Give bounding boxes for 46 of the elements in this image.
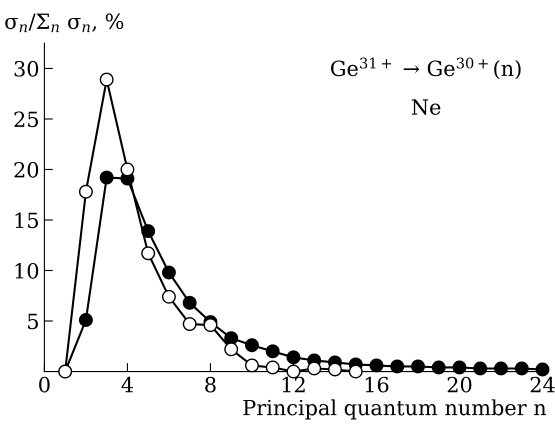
- point: [307, 362, 322, 376]
- point: [100, 170, 114, 185]
- point: [348, 364, 363, 378]
- point: [141, 246, 156, 260]
- point: [536, 362, 550, 376]
- y-tick-label: 5: [28, 314, 38, 330]
- x-axis-title: Principal quantum number n: [243, 399, 546, 420]
- point: [245, 358, 259, 372]
- point: [432, 360, 446, 374]
- point: [182, 317, 197, 331]
- point: [162, 266, 176, 280]
- point: [328, 362, 342, 376]
- x-tick-label: 24: [530, 376, 555, 392]
- point: [473, 362, 488, 376]
- point: [182, 296, 197, 310]
- annotation: Ge$^{31+}$ → Ge$^{30+}$(n): [331, 58, 521, 80]
- point: [203, 318, 218, 332]
- point: [370, 358, 384, 372]
- y-tick-label: 30: [14, 60, 38, 77]
- point: [100, 72, 114, 87]
- point: [286, 350, 300, 364]
- x-tick-label: 12: [282, 376, 305, 392]
- point: [224, 342, 238, 356]
- y-axis-title: σ$_{n}$/Σ$_{n}$ σ$_{n}$, %: [5, 13, 124, 32]
- annotation: Ne: [412, 99, 440, 115]
- point: [514, 362, 529, 376]
- point: [494, 362, 508, 376]
- point: [266, 360, 280, 374]
- x-tick-label: 0: [39, 376, 50, 393]
- y-tick-label: 20: [14, 162, 38, 178]
- y-tick-label: 15: [16, 212, 38, 228]
- point: [245, 338, 259, 352]
- point: [266, 344, 280, 358]
- y-tick-label: 25: [14, 111, 38, 128]
- point: [411, 360, 425, 374]
- x-tick-label: 4: [121, 376, 133, 392]
- point: [120, 162, 134, 176]
- point: [390, 360, 404, 374]
- x-tick-label: 16: [366, 376, 388, 393]
- x-tick-label: 20: [448, 376, 472, 393]
- point: [162, 290, 176, 304]
- point: [78, 313, 93, 327]
- point: [78, 184, 93, 199]
- x-tick-label: 8: [205, 376, 216, 393]
- point: [452, 360, 466, 374]
- y-tick-label: 10: [16, 262, 38, 279]
